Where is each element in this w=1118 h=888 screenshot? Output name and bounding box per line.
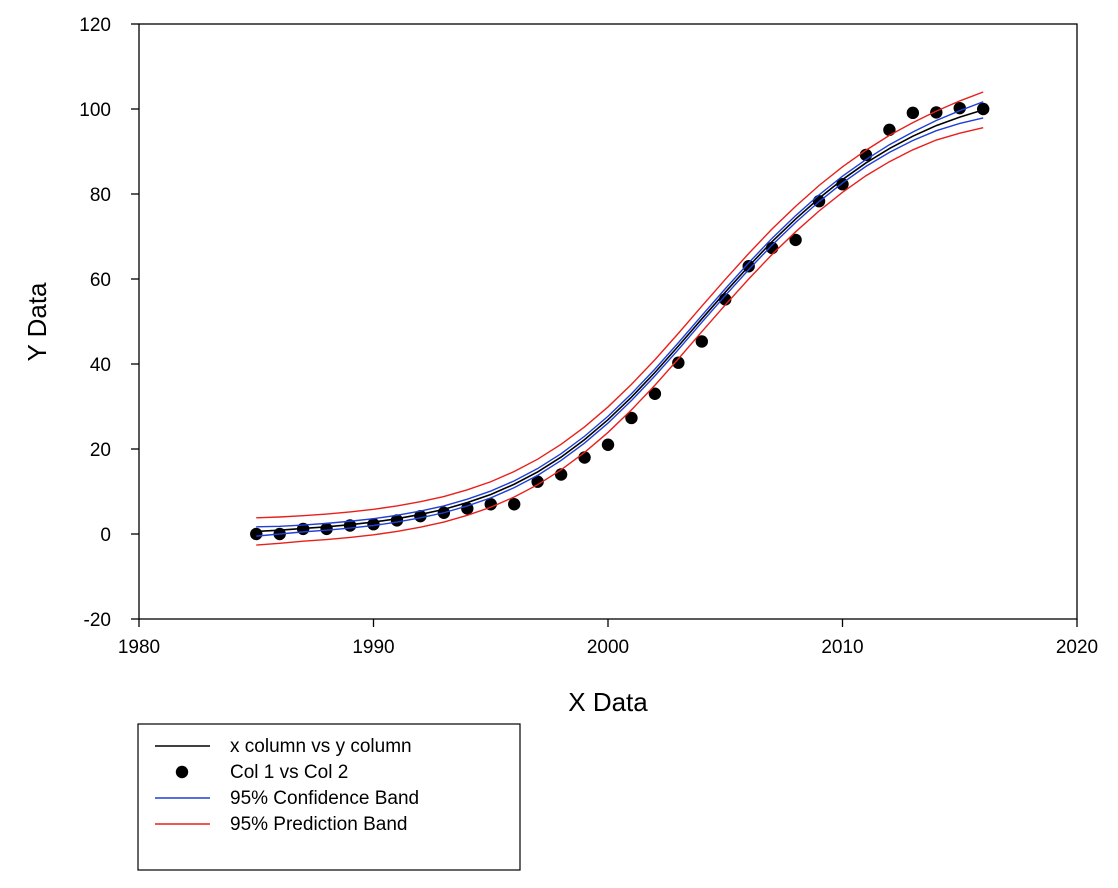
legend-label: 95% Prediction Band [230,814,407,835]
data-point [906,106,920,120]
y-tick-label: 120 [79,15,111,36]
band-upper-line [256,101,984,528]
data-point [414,509,427,523]
data-point [977,102,990,116]
data-point [883,123,896,137]
series-3 [256,91,984,546]
data-point [672,356,685,369]
legend-label: 95% Confidence Band [230,788,419,809]
data-point [648,387,662,400]
data-point [625,411,638,425]
y-tick-label: 40 [90,355,111,376]
data-point [930,106,943,119]
legend-item: 95% Confidence Band [155,788,419,809]
x-tick-label: 1980 [118,637,160,658]
legend: x column vs y column Col 1 vs Col 2 95% Co… [137,723,521,871]
data-point [250,527,263,541]
legend-marker [175,765,189,779]
band-lower-line [256,127,984,546]
x-axis-title: X Data [568,687,648,717]
plot-area [250,91,990,546]
data-point [390,514,404,527]
axes: 1980 1990 2000 2010 2020 -20 0 20 40 60 80 100 120 [79,15,1098,658]
y-tick-label: 80 [90,185,111,206]
band-upper-line [256,91,984,519]
x-tick-label: 1990 [352,637,394,658]
data-point [601,438,615,451]
y-tick-label: 20 [90,440,111,461]
data-point [320,522,333,536]
y-tick-label: 60 [90,270,111,291]
legend-label: x column vs y column [230,736,412,757]
x-tick-label: 2010 [821,637,863,658]
series-0 [256,109,984,533]
band-lower-line [256,117,984,537]
data-point [484,498,497,511]
x-tick-label: 2020 [1056,637,1098,658]
legend-label: Col 1 vs Col 2 [230,762,348,783]
y-tick-label: 100 [79,100,111,121]
x-tick-label: 2000 [587,637,629,658]
legend-item: 95% Prediction Band [155,814,407,835]
data-point [531,475,544,488]
series-2 [256,101,984,537]
fit-line [256,109,984,533]
data-point [789,233,802,247]
y-tick-label: 0 [100,525,111,546]
data-point [742,260,755,273]
y-tick-label: -20 [84,610,111,631]
legend-item: Col 1 vs Col 2 [175,762,348,783]
legend-box [137,723,521,871]
data-point [367,518,380,531]
legend-item: x column vs y column [155,736,412,757]
y-axis-title: Y Data [22,282,52,362]
series-1 [250,101,990,541]
data-point [695,335,708,348]
data-point [508,498,521,511]
